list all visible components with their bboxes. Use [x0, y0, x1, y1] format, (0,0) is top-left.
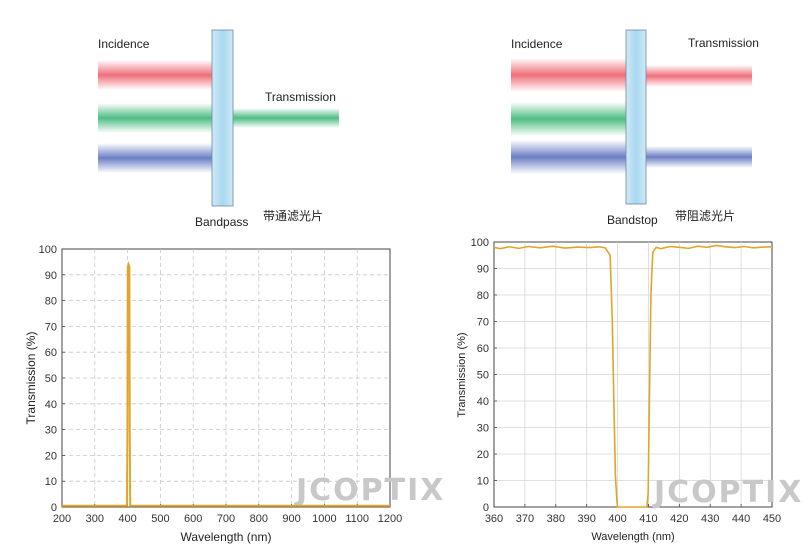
bandstop-y-tick-label: 90: [477, 264, 489, 276]
bandstop-watermark: JCOPTIX: [652, 475, 803, 510]
bandpass-y-tick-label: 60: [45, 347, 57, 359]
bandpass-blue-incident-beam: [98, 143, 212, 173]
bandstop-x-ticks: 360 370 380 390 400 410 420 430 440 450: [485, 504, 781, 525]
bandpass-y-tick-label: 90: [45, 270, 57, 282]
bandstop-y-tick-label: 40: [477, 396, 489, 408]
bandstop-y-tick-label: 30: [477, 423, 489, 435]
bandpass-chart: 200 300 400 500 600 700 800 900 1000 1100 1200 0 10…: [24, 244, 445, 544]
bandstop-x-tick-label: 400: [608, 513, 626, 525]
bandpass-x-tick-label: 600: [184, 513, 202, 525]
bandstop-x-axis-title: Wavelength (nm): [591, 531, 674, 543]
bandstop-y-tick-label: 100: [471, 237, 489, 249]
bandstop-red-incident-beam: [511, 58, 626, 92]
bandpass-x-axis-title: Wavelength (nm): [181, 530, 272, 544]
bandpass-y-tick-label: 80: [45, 296, 57, 308]
bandstop-x-tick-label: 420: [670, 513, 688, 525]
bandstop-x-tick-label: 370: [516, 513, 534, 525]
bandpass-green-transmitted-beam: [233, 108, 339, 128]
bandpass-x-tick-label: 1200: [378, 513, 402, 525]
bandstop-y-tick-label: 50: [477, 370, 489, 382]
bandpass-x-tick-label: 900: [282, 513, 300, 525]
bandstop-name-label: Bandstop: [607, 213, 658, 227]
bandpass-y-tick-label: 50: [45, 373, 57, 385]
bandpass-filter-glass: [211, 29, 234, 207]
bandpass-y-tick-label: 70: [45, 321, 57, 333]
bandstop-filter-glass: [625, 29, 647, 205]
bandstop-blue-incident-beam: [511, 140, 626, 174]
bandstop-x-tick-label: 430: [701, 513, 719, 525]
bandpass-x-tick-label: 200: [53, 513, 71, 525]
bandpass-y-tick-label: 30: [45, 425, 57, 437]
bandstop-x-tick-label: 440: [732, 513, 750, 525]
bandstop-x-tick-label: 360: [485, 513, 503, 525]
bandpass-x-tick-label: 500: [151, 513, 169, 525]
bandpass-watermark: JCOPTIX: [294, 473, 445, 508]
bandpass-y-ticks: 0 10 20 30 40 50 60 70 80 90 100: [39, 244, 65, 514]
bandstop-transmission-label: Transmission: [688, 36, 759, 50]
bandstop-x-tick-label: 390: [577, 513, 595, 525]
bandstop-y-tick-label: 60: [477, 343, 489, 355]
bandpass-y-tick-label: 20: [45, 450, 57, 462]
bandstop-transmission-curve: [493, 244, 773, 508]
bandstop-red-transmitted-beam: [646, 65, 752, 87]
bandstop-y-tick-label: 70: [477, 317, 489, 329]
bandstop-blue-transmitted-beam: [646, 146, 752, 168]
bandstop-incidence-label: Incidence: [511, 37, 563, 51]
bandpass-x-tick-label: 300: [86, 513, 104, 525]
bandstop-y-tick-label: 80: [477, 290, 489, 302]
bandpass-x-ticks: 200 300 400 500 600 700 800 900 1000 1100 1200: [53, 504, 402, 525]
bandstop-green-incident-beam: [511, 102, 626, 136]
bandpass-x-tick-label: 400: [118, 513, 136, 525]
bandpass-y-tick-label: 100: [39, 244, 57, 256]
bandstop-y-tick-label: 10: [477, 476, 489, 488]
bandpass-y-axis-title: Transmission (%): [24, 332, 38, 425]
bandstop-y-tick-label: 20: [477, 449, 489, 461]
bandstop-y-ticks: 0 10 20 30 40 50 60 70 80 90 100: [471, 237, 497, 514]
bandpass-y-tick-label: 10: [45, 476, 57, 488]
bandpass-incidence-label: Incidence: [98, 37, 150, 51]
bandstop-diagram: Incidence Transmission Bandstop 带阻滤光片: [511, 29, 759, 227]
bandpass-x-tick-label: 700: [217, 513, 235, 525]
bandpass-x-tick-label: 1100: [345, 513, 369, 525]
bandpass-transmission-label: Transmission: [265, 90, 336, 104]
bandstop-cn-label: 带阻滤光片: [675, 209, 735, 223]
bandpass-name-label: Bandpass: [195, 215, 248, 229]
bandpass-x-tick-label: 1000: [312, 513, 336, 525]
bandpass-y-tick-label: 40: [45, 399, 57, 411]
bandpass-cn-label: 带通滤光片: [263, 209, 323, 223]
bandpass-green-incident-beam: [98, 103, 212, 133]
bandstop-x-tick-label: 410: [639, 513, 657, 525]
bandpass-diagram: Incidence Transmission Bandpass 带通滤光片: [98, 29, 339, 229]
bandpass-red-incident-beam: [98, 60, 212, 90]
bandpass-y-tick-label: 0: [51, 502, 57, 514]
bandstop-chart: 360 370 380 390 400 410 420 430 440 450 0 10 20 30 40…: [456, 237, 803, 543]
bandstop-x-tick-label: 380: [547, 513, 565, 525]
bandstop-y-axis-title: Transmission (%): [456, 332, 468, 417]
bandstop-x-tick-label: 450: [763, 513, 781, 525]
bandstop-y-tick-label: 0: [483, 502, 489, 514]
bandstop-grid: [494, 242, 772, 507]
bandpass-x-tick-label: 800: [250, 513, 268, 525]
bandpass-transmission-curve: [62, 261, 390, 507]
